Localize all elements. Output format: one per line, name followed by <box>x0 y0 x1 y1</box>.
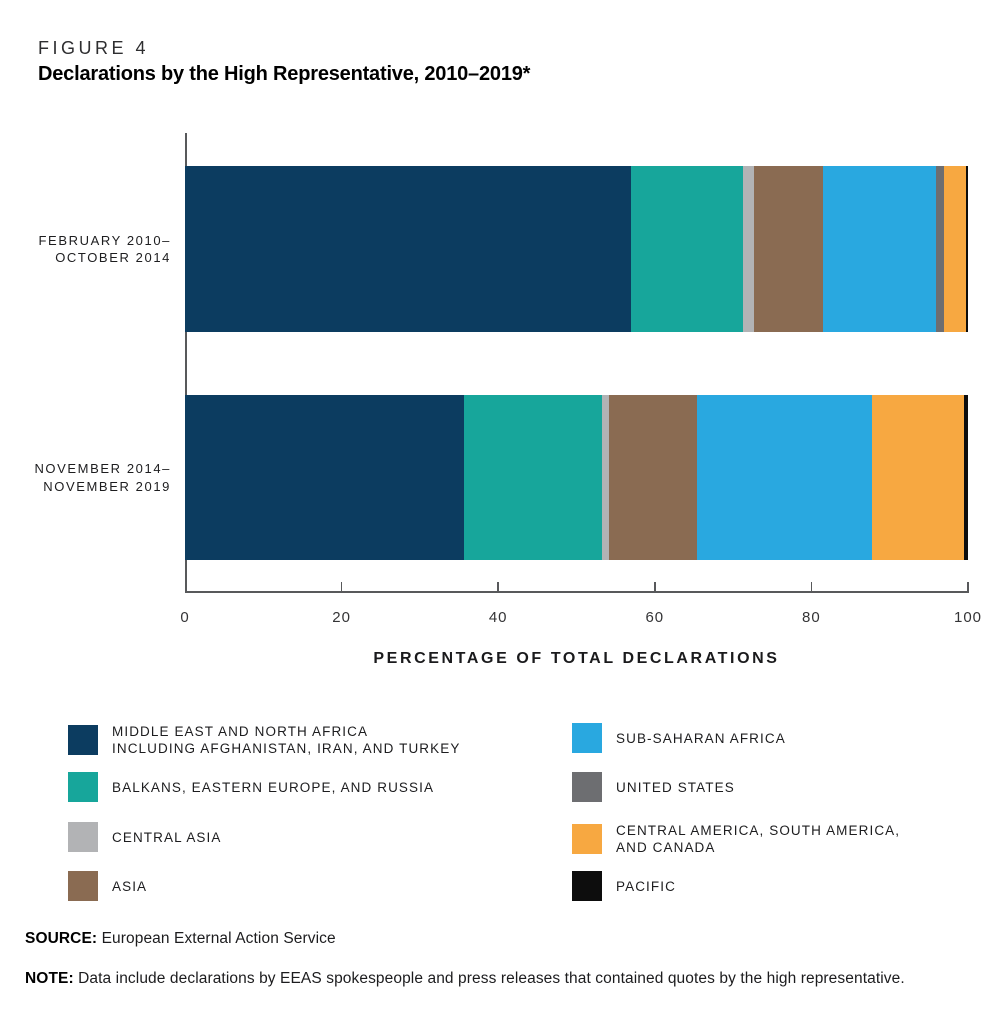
legend-item: UNITED STATES <box>572 772 735 802</box>
x-axis-tick <box>654 582 656 591</box>
legend-item: BALKANS, EASTERN EUROPE, AND RUSSIA <box>68 772 434 802</box>
x-axis-tick <box>497 582 499 591</box>
legend-swatch <box>68 725 98 755</box>
legend-item: SUB-SAHARAN AFRICA <box>572 723 786 753</box>
note-text: Data include declarations by EEAS spokes… <box>73 970 905 987</box>
x-axis-tick <box>810 582 813 591</box>
legend-swatch <box>68 822 98 852</box>
legend-swatch <box>572 871 602 901</box>
stacked-bar-chart: FEBRUARY 2010– OCTOBER 2014 NOVEMBER 2014… <box>34 133 983 667</box>
x-axis-tick-label: 20 <box>332 609 351 626</box>
legend-label: SUB-SAHARAN AFRICA <box>616 730 786 746</box>
legend-item: ASIA <box>68 871 147 901</box>
bar-segment <box>185 166 631 332</box>
legend-item: CENTRAL ASIA <box>68 822 221 852</box>
stacked-bar-0 <box>185 166 968 332</box>
y-axis-line <box>185 133 187 592</box>
stacked-bar-1 <box>185 395 968 560</box>
category-label-1: NOVEMBER 2014– NOVEMBER 2019 <box>34 461 171 494</box>
x-axis-title: PERCENTAGE OF TOTAL DECLARATIONS <box>373 650 780 667</box>
figure-title: Declarations by the High Representative,… <box>38 63 531 85</box>
legend-label: BALKANS, EASTERN EUROPE, AND RUSSIA <box>112 779 435 795</box>
source-text: European External Action Service <box>97 930 336 947</box>
bar-segment <box>630 166 744 332</box>
bar-segment <box>602 395 609 560</box>
bar-segment <box>463 395 603 560</box>
legend-label: ASIA <box>112 878 148 894</box>
x-axis-tick-label: 80 <box>802 609 821 626</box>
bar-segment <box>871 395 965 560</box>
legend-swatch <box>572 723 602 753</box>
legend-swatch <box>572 772 602 802</box>
legend-swatch <box>68 772 98 802</box>
x-axis-tick-label: 100 <box>953 609 983 626</box>
legend-item: CENTRAL AMERICA, SOUTH AMERICA, AND CANA… <box>572 822 900 856</box>
source-label: SOURCE: <box>25 930 98 947</box>
legend-label: MIDDLE EAST AND NORTH AFRICA INCLUDING A… <box>112 724 461 756</box>
note-line: NOTE: Data include declarations by EEAS … <box>25 970 905 988</box>
legend-item: PACIFIC <box>572 871 676 901</box>
x-axis-tick <box>340 582 343 591</box>
source-line: SOURCE: European External Action Service <box>25 930 336 948</box>
category-label-0: FEBRUARY 2010– OCTOBER 2014 <box>38 232 171 266</box>
bar-segment <box>743 166 755 332</box>
x-axis-tick-label: 60 <box>645 609 665 626</box>
bar-segment <box>964 395 968 560</box>
legend-item: MIDDLE EAST AND NORTH AFRICA INCLUDING A… <box>68 723 460 757</box>
x-axis-tick <box>967 582 969 591</box>
bar-segment <box>823 166 936 332</box>
bar-segment <box>965 166 968 332</box>
legend-label: CENTRAL AMERICA, SOUTH AMERICA, AND CANA… <box>616 823 901 855</box>
bar-segment <box>608 395 698 560</box>
legend-swatch <box>68 871 98 901</box>
figure-label: FIGURE 4 <box>38 38 150 58</box>
legend-label: UNITED STATES <box>616 779 735 795</box>
bar-segment <box>754 166 824 332</box>
bar-segment <box>697 395 872 560</box>
x-axis-tick-label: 40 <box>488 609 508 626</box>
legend-label: PACIFIC <box>616 878 676 894</box>
note-label: NOTE: <box>25 970 74 987</box>
x-axis-tick-label: 0 <box>180 609 190 626</box>
bar-segment <box>185 395 464 560</box>
x-axis-line <box>185 591 969 593</box>
bar-segment <box>935 166 944 332</box>
bar-segment <box>943 166 966 332</box>
legend-swatch <box>572 824 602 854</box>
legend-label: CENTRAL ASIA <box>112 829 222 845</box>
